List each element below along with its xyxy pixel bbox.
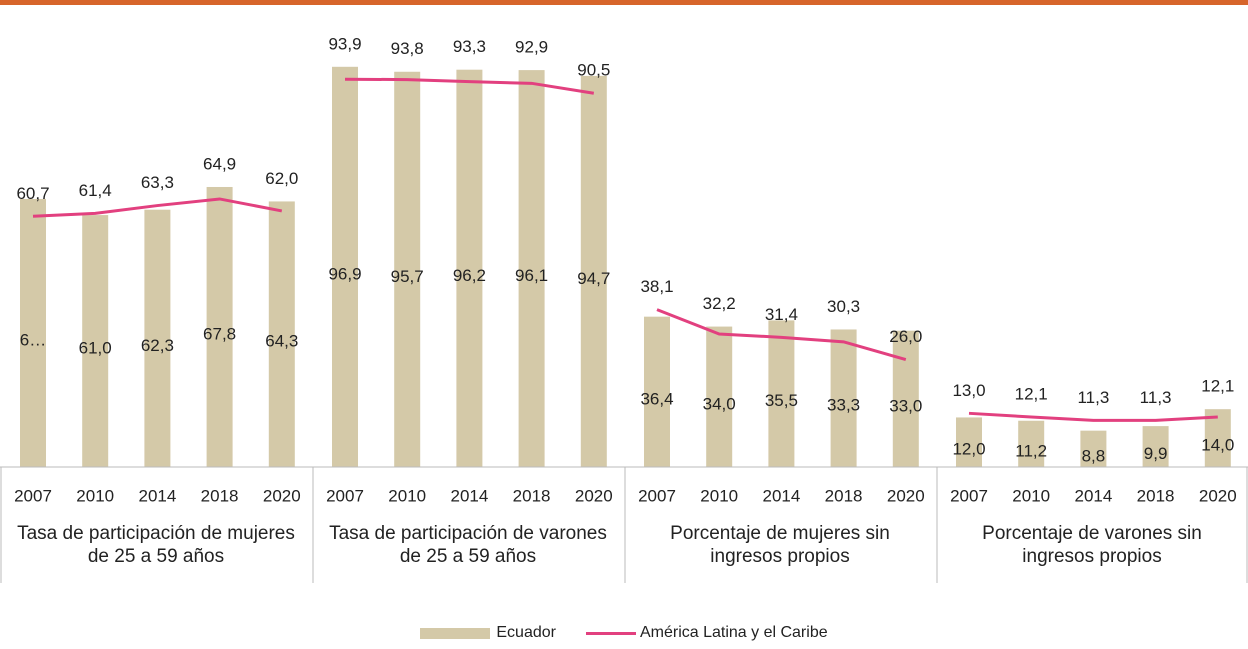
line-label: 90,5: [577, 61, 610, 80]
x-tick-label: 2020: [887, 486, 925, 505]
bar-label: 96,9: [328, 264, 361, 283]
bar-label: 9,9: [1144, 444, 1168, 463]
x-tick-label: 2020: [575, 486, 613, 505]
line: [32, 197, 283, 218]
x-tick-label: 2007: [14, 486, 52, 505]
bar-label: 14,0: [1201, 436, 1234, 455]
line-label: 11,3: [1140, 388, 1172, 407]
bar: [82, 215, 109, 467]
line-label: 12,1: [1201, 377, 1234, 396]
line: [344, 77, 595, 95]
bar: [268, 201, 295, 468]
x-tick-label: 2020: [263, 486, 301, 505]
legend-label: América Latina y el Caribe: [639, 624, 828, 641]
line: [968, 411, 1218, 422]
bar: [206, 186, 233, 467]
line-label: 93,9: [328, 34, 361, 53]
bar: [1018, 420, 1045, 467]
bar-label: 96,2: [453, 266, 486, 285]
bar: [644, 316, 670, 467]
bar-label: 35,5: [765, 391, 798, 410]
bar-label: 95,7: [391, 267, 424, 286]
x-tick-label: 2020: [1199, 486, 1237, 505]
line-label: 93,3: [453, 37, 486, 56]
bar-label: 62,3: [141, 336, 174, 355]
bar-label: 36,4: [640, 389, 673, 408]
x-tick-label: 2014: [450, 486, 488, 505]
bar-label: 34,0: [703, 394, 736, 413]
bar: [144, 209, 171, 468]
bar-label: 8,8: [1082, 446, 1106, 465]
x-tick-label: 2007: [950, 486, 988, 505]
bar: [706, 326, 733, 467]
group-label: Tasa de participación de mujeres de 25 a…: [17, 523, 295, 567]
bar: [1080, 430, 1107, 467]
x-tick-label: 2014: [138, 486, 176, 505]
line-label: 92,9: [515, 38, 548, 57]
x-tick-label: 2018: [201, 486, 239, 505]
line-label: 62,0: [265, 169, 298, 188]
x-tick-label: 2014: [762, 486, 800, 505]
bar-label: 33,3: [827, 396, 860, 415]
line-label: 32,2: [703, 294, 736, 313]
bar: [20, 198, 46, 467]
line-label: 64,9: [203, 154, 236, 173]
bar-label: 61,0: [79, 339, 112, 358]
line-label: 12,1: [1015, 385, 1048, 404]
x-tick-label: 2010: [388, 486, 426, 505]
bar-label: 64,3: [265, 332, 298, 351]
x-tick-label: 2010: [700, 486, 738, 505]
x-tick-label: 2018: [513, 486, 551, 505]
legend-swatch: [585, 631, 636, 635]
top-bar: [0, 0, 1248, 5]
bar: [332, 66, 358, 467]
bar: [956, 417, 982, 467]
line-label: 26,0: [889, 327, 922, 346]
line-label: 13,0: [952, 381, 985, 400]
bar: [394, 71, 421, 467]
x-tick-label: 2007: [638, 486, 676, 505]
bar: [768, 320, 795, 467]
chart: 6… 61,0 62,3 67,8 64,3 96,9 95,7 96,2 96,1 94,7 36…: [0, 34, 1248, 583]
legend: Ecuador América Latina y el Caribe: [0, 624, 1248, 642]
line-label: 31,4: [765, 305, 798, 324]
bar: [1142, 426, 1169, 467]
line: [656, 308, 907, 362]
line-label: 63,3: [141, 173, 174, 192]
x-tick-label: 2010: [76, 486, 114, 505]
line-label: 30,3: [827, 297, 860, 316]
line-label: 93,8: [391, 39, 424, 58]
bar-label: 12,0: [952, 440, 985, 459]
bar: [892, 330, 919, 467]
bar-label: 11,2: [1015, 441, 1047, 460]
x-tick-label: 2007: [326, 486, 364, 505]
group-label: Tasa de participación de varones de 25 a…: [329, 523, 607, 567]
x-tick-label: 2018: [1137, 486, 1175, 505]
bar: [456, 69, 483, 467]
bar-label: 67,8: [203, 324, 236, 343]
line-label: 38,1: [640, 277, 673, 296]
bar: [830, 329, 857, 467]
bar-label: 6…: [20, 330, 46, 349]
bar: [580, 75, 607, 467]
line-label: 60,7: [16, 184, 49, 203]
group-label: Porcentaje de varones sin ingresos propi…: [982, 523, 1202, 567]
bar-label: 94,7: [577, 269, 610, 288]
x-tick-label: 2014: [1074, 486, 1112, 505]
bar: [518, 70, 545, 468]
x-tick-label: 2010: [1012, 486, 1050, 505]
bar-label: 96,1: [515, 266, 548, 285]
legend-swatch: [420, 627, 491, 639]
legend-label: Ecuador: [496, 624, 556, 641]
x-tick-label: 2018: [825, 486, 863, 505]
line-label: 61,4: [79, 181, 112, 200]
bar-label: 33,0: [889, 396, 922, 415]
group-label: Porcentaje de mujeres sin ingresos propi…: [670, 523, 890, 567]
line-label: 11,3: [1077, 388, 1109, 407]
